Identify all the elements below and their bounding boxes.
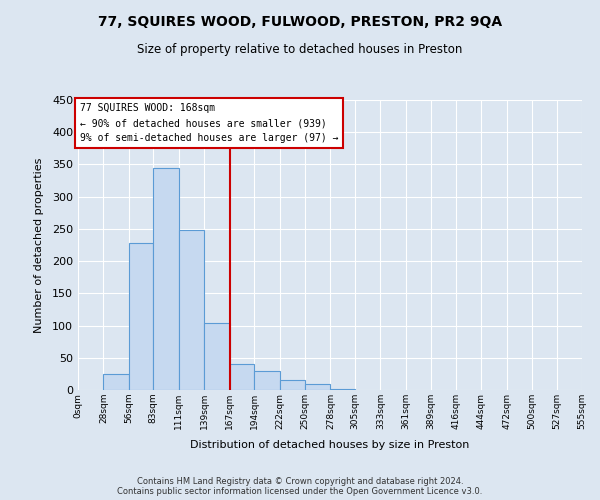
Text: 77 SQUIRES WOOD: 168sqm
← 90% of detached houses are smaller (939)
9% of semi-de: 77 SQUIRES WOOD: 168sqm ← 90% of detache… [80, 103, 338, 143]
Text: Size of property relative to detached houses in Preston: Size of property relative to detached ho… [137, 42, 463, 56]
Bar [204, 323, 230, 390]
Bar [179, 230, 204, 390]
Text: Contains public sector information licensed under the Open Government Licence v3: Contains public sector information licen… [118, 487, 482, 496]
Bar [331, 388, 355, 390]
Text: 77, SQUIRES WOOD, FULWOOD, PRESTON, PR2 9QA: 77, SQUIRES WOOD, FULWOOD, PRESTON, PR2 … [98, 15, 502, 29]
Bar [103, 374, 129, 390]
X-axis label: Distribution of detached houses by size in Preston: Distribution of detached houses by size … [190, 440, 470, 450]
Bar [254, 370, 280, 390]
Bar [129, 243, 154, 390]
Bar [154, 168, 179, 390]
Bar [280, 380, 305, 390]
Text: Contains HM Land Registry data © Crown copyright and database right 2024.: Contains HM Land Registry data © Crown c… [137, 477, 463, 486]
Y-axis label: Number of detached properties: Number of detached properties [34, 158, 44, 332]
Bar [230, 364, 254, 390]
Bar [305, 384, 331, 390]
